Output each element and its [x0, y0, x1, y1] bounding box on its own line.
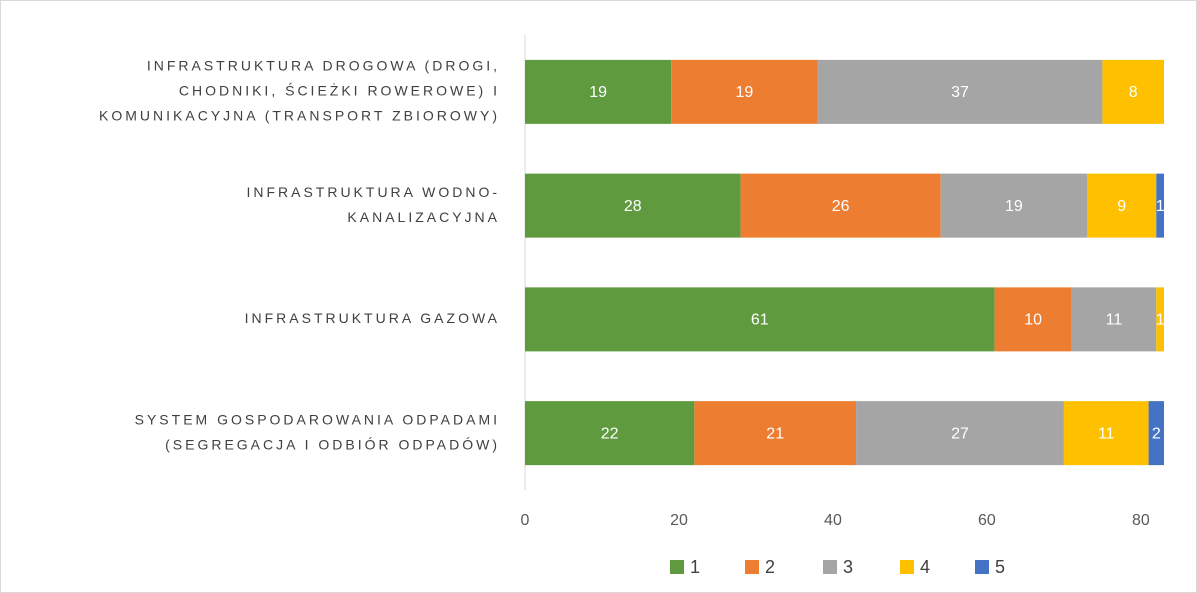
- data-label: 21: [766, 425, 784, 442]
- data-label: 19: [736, 84, 754, 101]
- data-label: 22: [601, 425, 619, 442]
- bar-segment: [525, 59, 672, 124]
- category-label: INFRASTRUKTURA GAZOWA: [245, 310, 500, 326]
- legend-label: 3: [843, 557, 853, 577]
- legend-label: 4: [920, 557, 930, 577]
- bar-segment: [1071, 287, 1157, 352]
- data-label: 11: [1098, 425, 1115, 442]
- data-label: 61: [751, 312, 769, 329]
- data-label: 19: [589, 84, 607, 101]
- data-label: 1: [1156, 312, 1165, 329]
- category-label: CHODNIKI, ŚCIEŻKI ROWEROWE) I: [179, 82, 500, 99]
- data-label: 2: [1152, 425, 1161, 442]
- bar-segment: [994, 287, 1072, 352]
- bar-segment: [817, 59, 1103, 124]
- data-label: 28: [624, 198, 642, 215]
- legend-swatch: [670, 560, 684, 574]
- data-label: 19: [1005, 198, 1023, 215]
- bar-segment: [940, 173, 1088, 238]
- bar-segment: [740, 173, 941, 238]
- bar-segment: [856, 401, 1064, 466]
- x-tick-label: 80: [1132, 512, 1150, 529]
- x-tick-label: 40: [824, 512, 842, 529]
- legend-swatch: [900, 560, 914, 574]
- bar-segment: [1063, 401, 1149, 466]
- x-tick-label: 0: [521, 512, 530, 529]
- legend-swatch: [745, 560, 759, 574]
- bar-segment: [1087, 173, 1157, 238]
- bar-segment: [525, 287, 995, 352]
- category-label: (SEGREGACJA I ODBIÓR ODPADÓW): [165, 436, 500, 452]
- legend-swatch: [823, 560, 837, 574]
- data-label: 8: [1129, 84, 1138, 101]
- legend-label: 1: [690, 557, 700, 577]
- data-label: 11: [1106, 312, 1123, 329]
- data-label: 37: [951, 84, 969, 101]
- bar-segment: [525, 173, 741, 238]
- legend-label: 5: [995, 557, 1005, 577]
- data-label: 1: [1156, 198, 1165, 215]
- x-tick-label: 20: [670, 512, 688, 529]
- bar-segment: [1156, 173, 1164, 238]
- bar-segment: [671, 59, 818, 124]
- category-label: INFRASTRUKTURA WODNO-: [246, 184, 500, 200]
- category-label: KANALIZACYJNA: [347, 209, 500, 225]
- data-label: 9: [1117, 198, 1126, 215]
- legend-label: 2: [765, 557, 775, 577]
- category-label: SYSTEM GOSPODAROWANIA ODPADAMI: [135, 411, 500, 427]
- bar-segment: [1148, 401, 1164, 466]
- data-label: 27: [951, 425, 969, 442]
- bar-segment: [1156, 287, 1164, 352]
- legend-swatch: [975, 560, 989, 574]
- x-tick-label: 60: [978, 512, 996, 529]
- category-label: KOMUNIKACYJNA (TRANSPORT ZBIOROWY): [99, 108, 500, 124]
- bar-segment: [525, 401, 695, 466]
- bar-segment: [694, 401, 857, 466]
- bar-segment: [1102, 59, 1164, 124]
- category-label: INFRASTRUKTURA DROGOWA (DROGI,: [147, 58, 500, 74]
- data-label: 26: [832, 198, 850, 215]
- data-label: 10: [1024, 312, 1042, 329]
